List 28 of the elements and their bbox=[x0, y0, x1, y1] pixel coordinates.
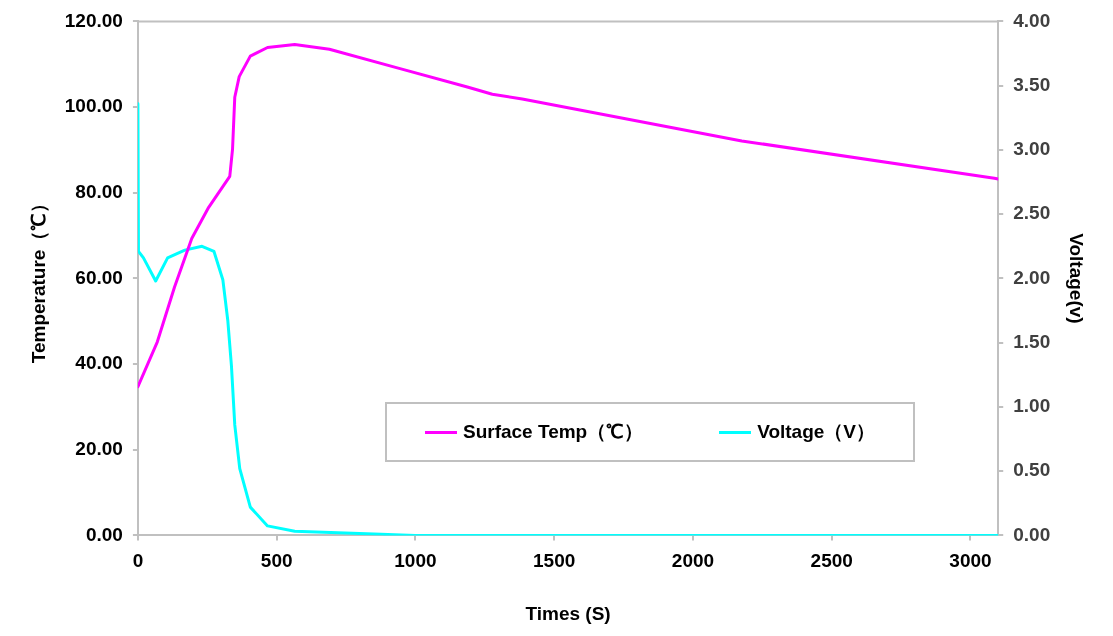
y-tick-label: 80.00 bbox=[75, 180, 123, 202]
y-tick-label: 0.00 bbox=[85, 523, 123, 545]
y-tick-label: 100.00 bbox=[64, 95, 123, 117]
x-tick-label: 0 bbox=[132, 550, 144, 572]
legend-label: Voltage（V） bbox=[757, 420, 876, 444]
y2-tick-label: 2.50 bbox=[1013, 202, 1051, 224]
legend-label: Surface Temp（℃） bbox=[462, 420, 644, 444]
x-tick-label: 2500 bbox=[810, 550, 853, 572]
y2-tick-label: 3.00 bbox=[1013, 138, 1051, 160]
y-axis-title: Temperature（℃） bbox=[27, 193, 49, 364]
x-tick-label: 500 bbox=[260, 550, 293, 572]
x-tick-label: 1000 bbox=[394, 550, 437, 572]
x-tick-label: 2000 bbox=[671, 550, 715, 572]
y2-tick-label: 2.00 bbox=[1013, 266, 1051, 288]
y-tick-label: 20.00 bbox=[75, 437, 123, 459]
y2-tick-label: 1.00 bbox=[1013, 395, 1051, 417]
y-tick-label: 120.00 bbox=[64, 9, 123, 31]
y2-axis-title: Voltage(v) bbox=[1066, 233, 1088, 324]
x-tick-label: 3000 bbox=[949, 550, 992, 572]
y-tick-label: 40.00 bbox=[75, 352, 123, 374]
x-tick-label: 1500 bbox=[533, 550, 576, 572]
y2-tick-label: 0.00 bbox=[1013, 523, 1051, 545]
y2-tick-label: 4.00 bbox=[1013, 9, 1051, 31]
y2-tick-label: 1.50 bbox=[1013, 330, 1051, 352]
x-axis-title: Times (S) bbox=[525, 602, 611, 624]
y2-tick-label: 3.50 bbox=[1013, 73, 1051, 95]
y-tick-label: 60.00 bbox=[75, 266, 123, 288]
y2-tick-label: 0.50 bbox=[1013, 459, 1051, 481]
